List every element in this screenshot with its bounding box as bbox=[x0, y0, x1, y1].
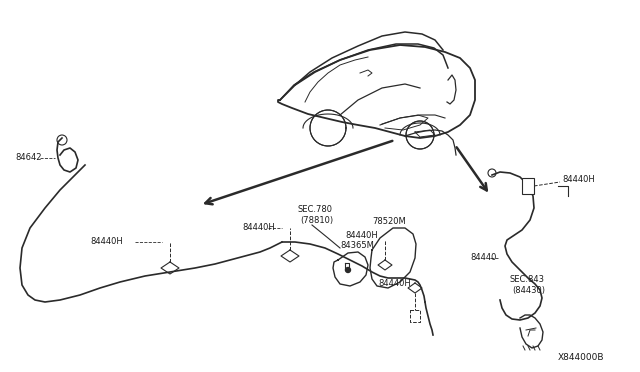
Text: (78810): (78810) bbox=[300, 215, 333, 224]
Text: 84440H: 84440H bbox=[562, 176, 595, 185]
Text: X844000B: X844000B bbox=[558, 353, 605, 362]
Circle shape bbox=[310, 110, 346, 146]
Text: 84440: 84440 bbox=[470, 253, 497, 263]
Text: 84642: 84642 bbox=[15, 154, 42, 163]
Text: SEC.843: SEC.843 bbox=[510, 276, 545, 285]
Text: 84440H: 84440H bbox=[242, 224, 275, 232]
Text: 84365M: 84365M bbox=[340, 241, 374, 250]
Text: 84440H: 84440H bbox=[345, 231, 378, 241]
Text: SEC.780: SEC.780 bbox=[298, 205, 333, 215]
Circle shape bbox=[406, 121, 434, 149]
Text: 84440H: 84440H bbox=[90, 237, 123, 247]
Circle shape bbox=[346, 267, 351, 273]
Text: (84430): (84430) bbox=[512, 286, 545, 295]
FancyBboxPatch shape bbox=[522, 178, 534, 194]
Text: 78520M: 78520M bbox=[372, 218, 406, 227]
Text: 84440H: 84440H bbox=[378, 279, 411, 289]
